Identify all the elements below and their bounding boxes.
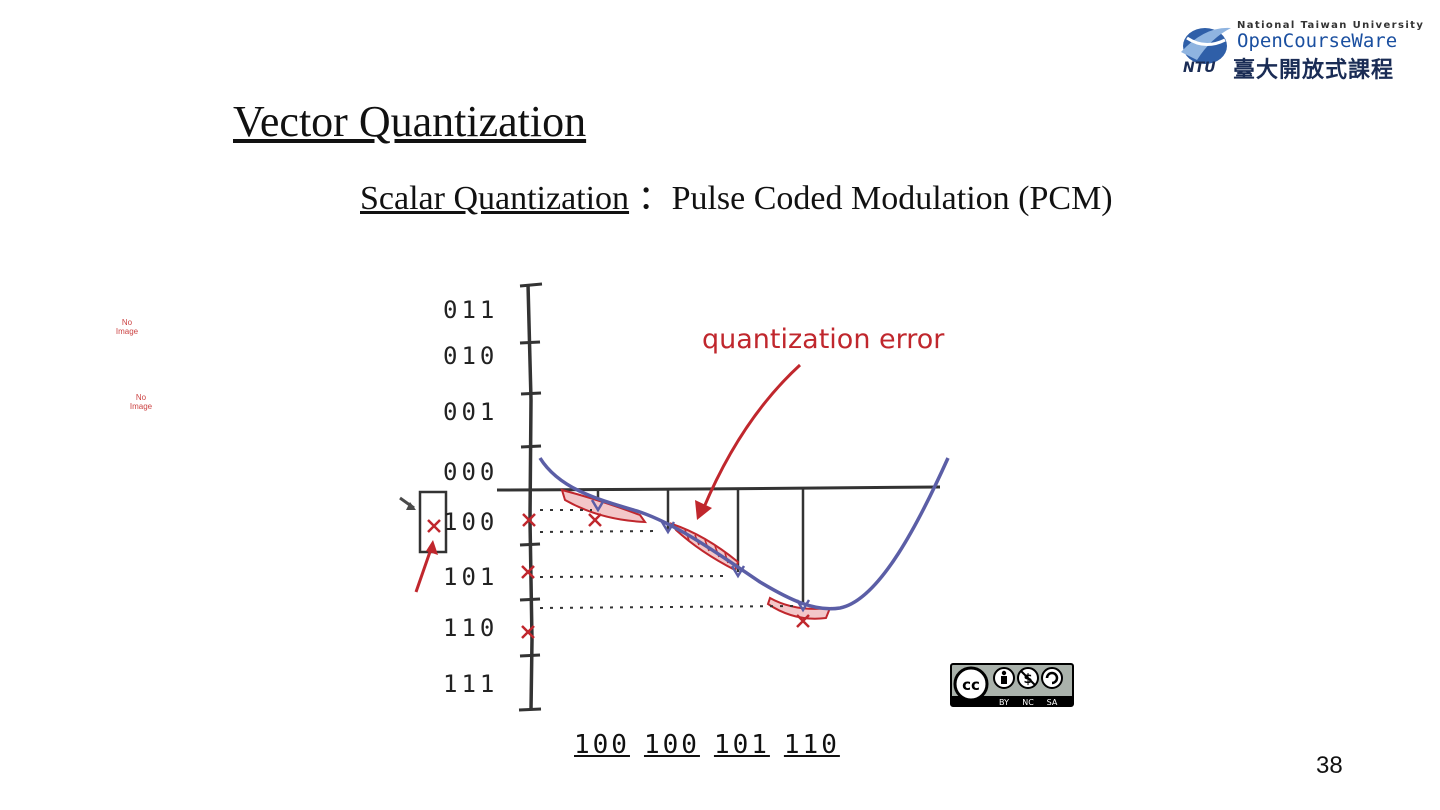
sharealike-icon (1041, 667, 1063, 689)
encoded-bit-sequence: 100 100 101 110 (574, 730, 854, 760)
cc-label: SA (1047, 698, 1058, 707)
encoded-word: 110 (783, 730, 840, 760)
cc-label: NC (1022, 698, 1034, 707)
pointer-arrowhead (406, 502, 416, 510)
annotation-arrowhead (695, 500, 712, 520)
signal-curve (538, 457, 950, 611)
opencourseware-wordmark: OpenCourseWare (1237, 30, 1398, 52)
missing-image-placeholder: No Image (129, 393, 153, 411)
axis-ticks (518, 282, 543, 712)
cc-license-badge: cc $ BY NC SA (950, 663, 1074, 707)
cc-label: BY (999, 698, 1009, 707)
svg-text:cc: cc (962, 676, 980, 694)
code-level-label: 100 (443, 508, 499, 536)
ntu-opencourseware-logo: NTU National Taiwan University OpenCours… (1175, 20, 1423, 83)
projection-lines (539, 509, 797, 609)
cc-icon (953, 666, 989, 702)
encoded-word: 100 (643, 730, 700, 760)
sample-lines (596, 488, 805, 605)
missing-image-placeholder: No Image (115, 318, 139, 336)
slide-subtitle: Scalar Quantization ：Pulse Coded Modulat… (360, 170, 1113, 219)
quantization-error-label: quantization error (702, 324, 945, 355)
page-number: 38 (1316, 752, 1343, 779)
code-level-label: 101 (443, 563, 499, 591)
pointer-arrow (414, 545, 434, 593)
time-axis (496, 485, 941, 492)
slide-title: Vector Quantization (233, 97, 587, 146)
globe-icon (1181, 27, 1231, 64)
chinese-course-name: 臺大開放式課程 (1233, 58, 1395, 83)
pointer-arrowhead (426, 540, 438, 555)
subtitle-term: Scalar Quantization (360, 180, 630, 217)
ntu-wordmark: NTU (1183, 60, 1216, 76)
code-level-label: 111 (443, 670, 499, 698)
code-level-label: 011 (443, 296, 499, 324)
sample-points (590, 499, 811, 613)
encoded-word: 101 (713, 730, 770, 760)
code-level-label: 000 (443, 458, 499, 486)
quantized-points (427, 513, 810, 639)
svg-text:$: $ (1023, 672, 1032, 687)
subtitle-definition: Pulse Coded Modulation (PCM) (671, 180, 1113, 217)
vertical-axis (526, 283, 534, 711)
annotation-arrow (700, 363, 802, 513)
code-level-label: 110 (443, 614, 499, 642)
university-name: National Taiwan University (1237, 20, 1425, 31)
subtitle-separator: ： (629, 180, 672, 217)
encoded-word: 100 (574, 730, 630, 760)
error-region (766, 596, 832, 620)
error-region (560, 488, 648, 524)
code-level-label: 001 (443, 398, 499, 426)
code-level-label: 010 (443, 342, 499, 370)
